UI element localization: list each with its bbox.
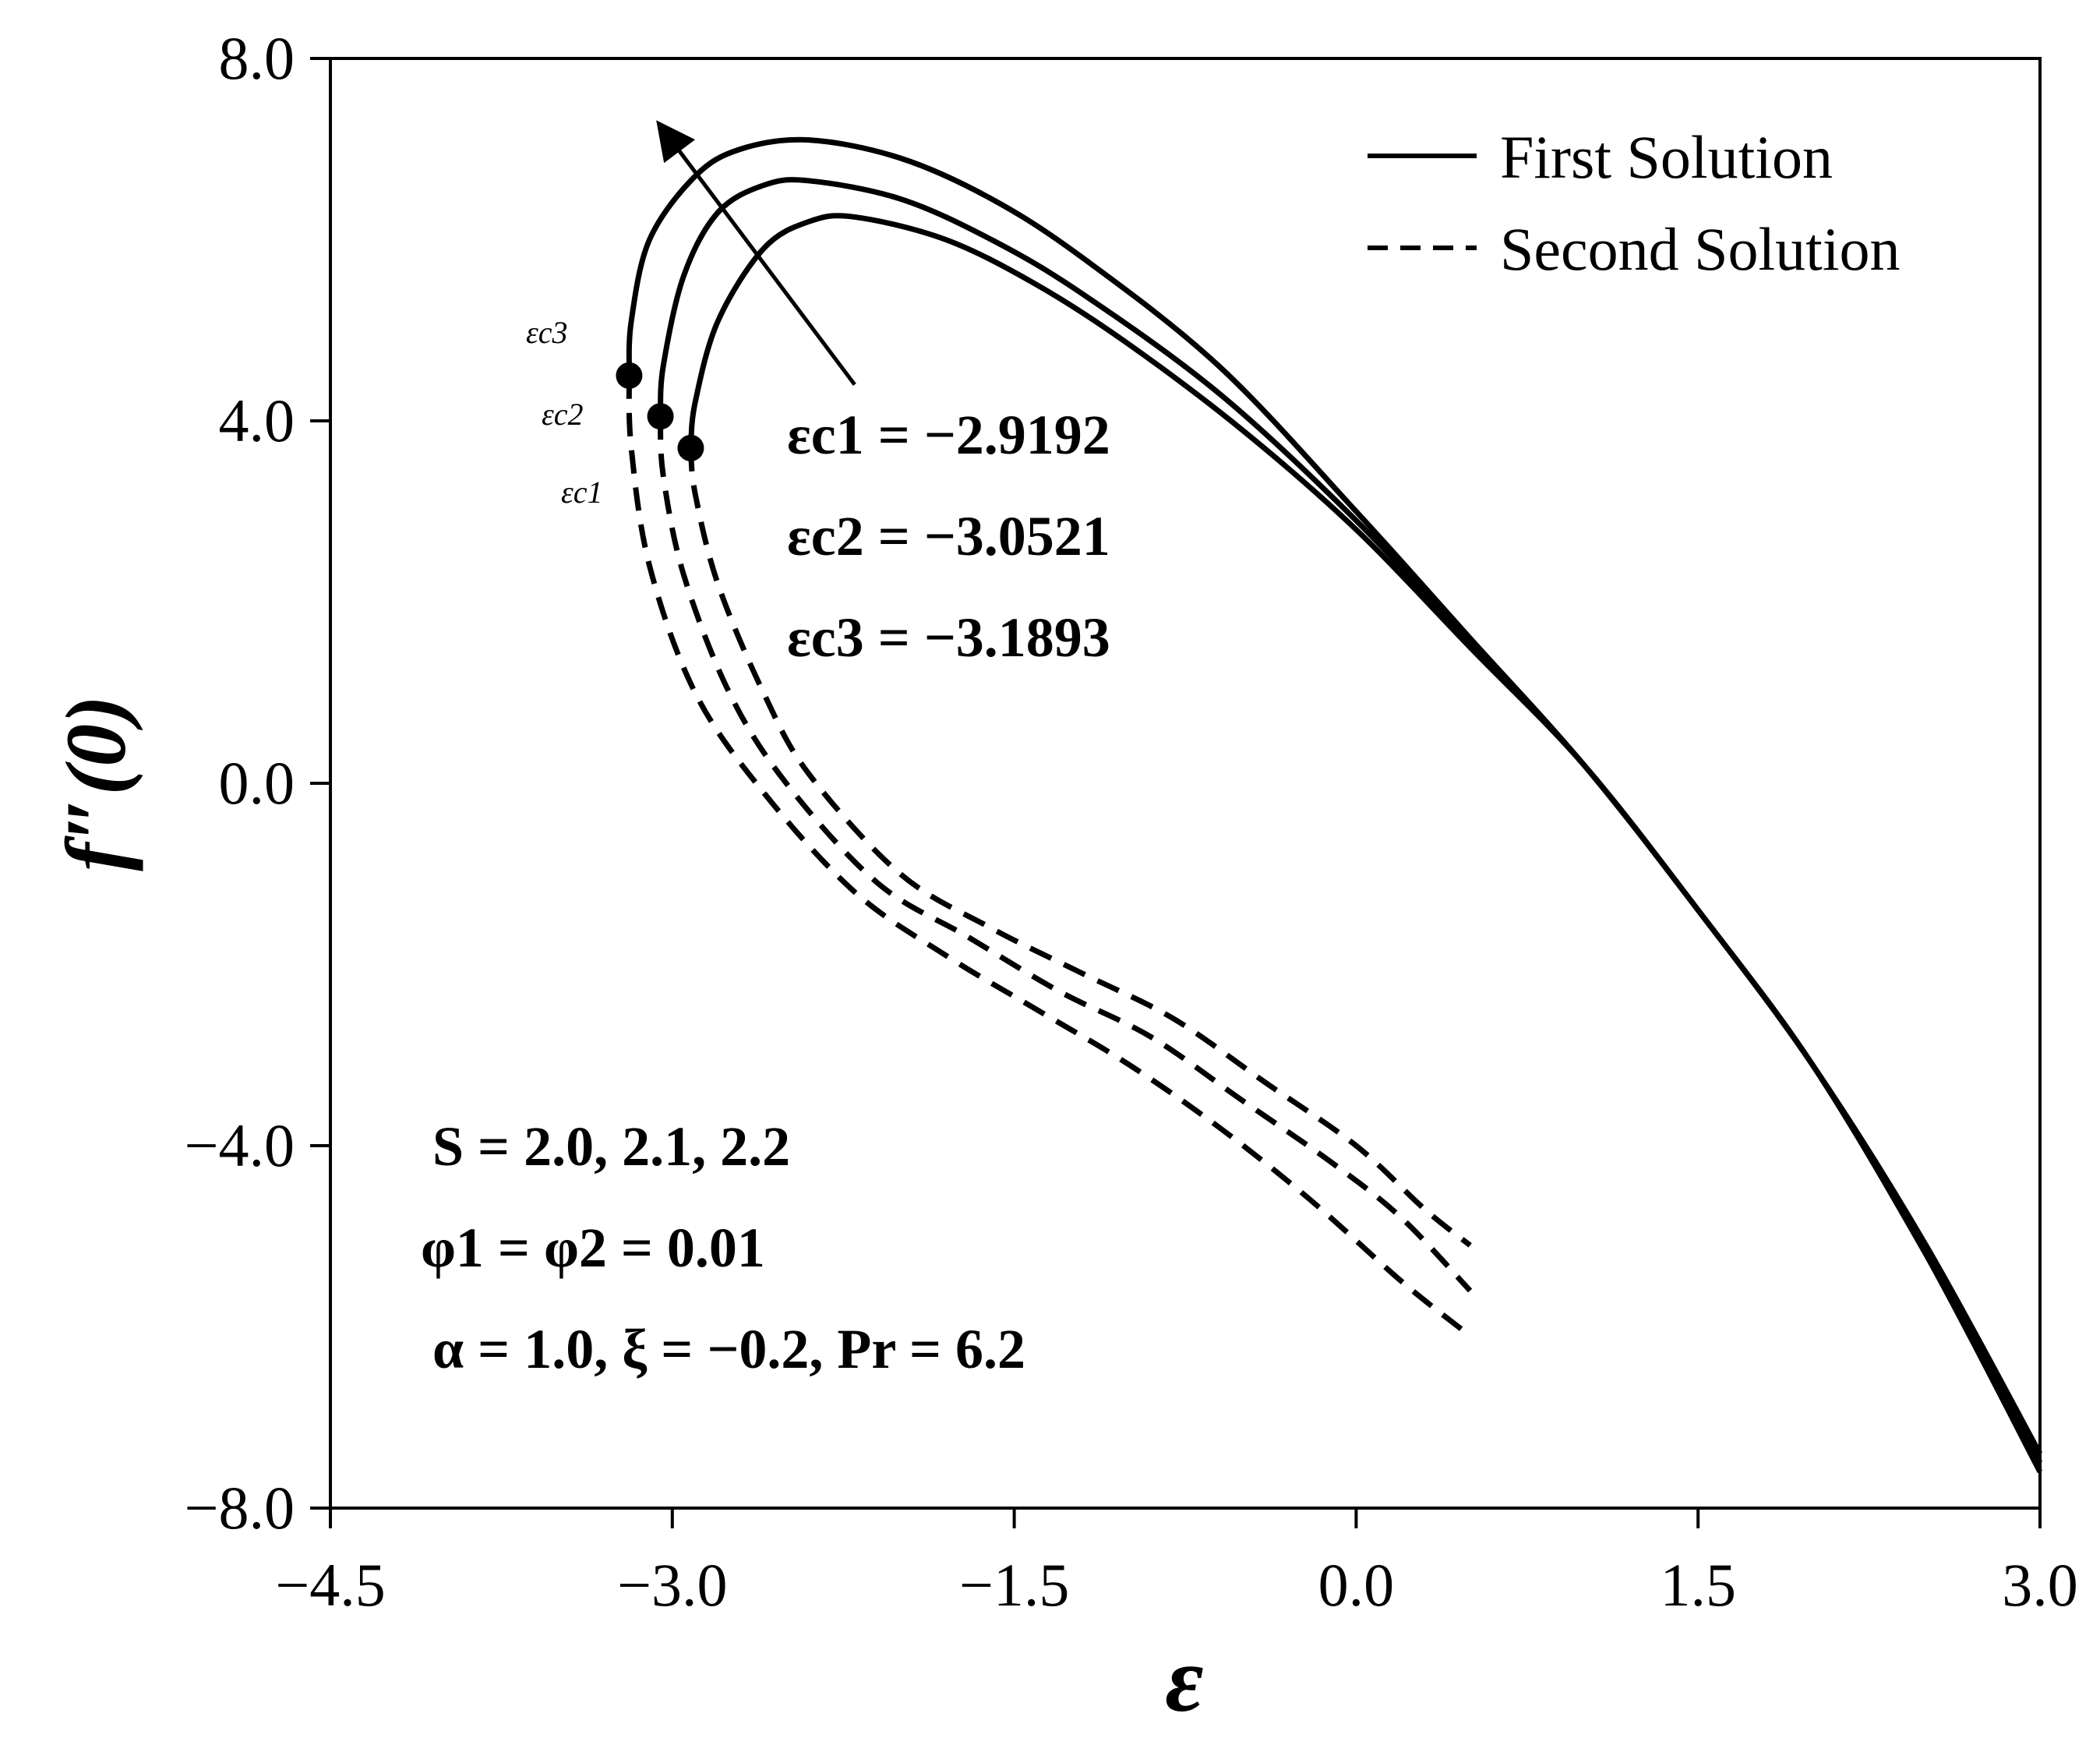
series-group [626, 136, 2043, 1474]
y-axis-title: f″(0) [48, 695, 143, 871]
critical-point-2 [647, 403, 674, 430]
legend-label-second: Second Solution [1500, 215, 1901, 283]
first-solution-line-3 [626, 136, 2043, 1455]
axes: −4.5 −3.0 −1.5 0.0 1.5 3.0 8.0 4.0 0.0 −4.0 −8.0 [185, 24, 2078, 1619]
point-label-ec2: εc2 [542, 397, 584, 432]
x-tick-label: 0.0 [1318, 1551, 1395, 1619]
second-solution-line-2 [658, 416, 1473, 1293]
trend-arrow [656, 120, 856, 387]
critical-value-ec2: εc2 = −3.0521 [787, 505, 1110, 567]
x-tick-label: −3.0 [617, 1551, 728, 1619]
x-tick-label: −1.5 [959, 1551, 1070, 1619]
x-tick-label: 1.5 [1660, 1551, 1736, 1619]
critical-points [616, 362, 704, 461]
annotation-params: α = 1.0, ξ = −0.2, Pr = 6.2 [432, 1318, 1025, 1380]
critical-point-1 [677, 434, 704, 461]
y-tick-label: 4.0 [219, 387, 295, 454]
y-tick-label: −8.0 [185, 1474, 295, 1542]
second-solution-line-1 [687, 447, 1472, 1248]
critical-value-ec3: εc3 = −3.1893 [787, 606, 1110, 669]
y-tick-label: −4.0 [185, 1111, 295, 1179]
second-solution-line-3 [626, 375, 1472, 1338]
y-tick-label: 8.0 [219, 24, 295, 92]
critical-value-ec1: εc1 = −2.9192 [787, 404, 1110, 466]
point-label-ec1: εc1 [561, 475, 603, 510]
annotation-s-values: S = 2.0, 2.1, 2.2 [432, 1115, 790, 1178]
annotation-phi-values: φ1 = φ2 = 0.01 [421, 1217, 765, 1279]
x-axis-title: ε [1165, 1627, 1203, 1731]
x-tick-label: −4.5 [275, 1551, 386, 1619]
point-label-ec3: εc3 [526, 315, 568, 350]
critical-point-3 [616, 362, 643, 389]
legend: First Solution Second Solution [1368, 123, 1901, 283]
legend-label-first: First Solution [1500, 123, 1833, 191]
x-tick-label: 3.0 [2002, 1551, 2078, 1619]
first-solution-line-2 [658, 177, 2043, 1464]
y-tick-label: 0.0 [219, 749, 295, 817]
